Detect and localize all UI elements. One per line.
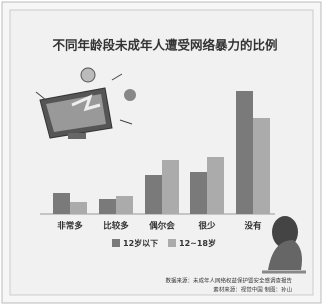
x-tick-label: 比较多 — [103, 221, 129, 232]
chart-title: 不同年龄段未成年人遭受网络暴力的比例 — [52, 38, 277, 53]
source-note: 数据来源：未成年人网络权益保护暨安全感调查报告 — [165, 277, 292, 285]
x-tick-label: 没有 — [244, 221, 262, 232]
bar — [116, 196, 133, 214]
legend-label: 12岁以下 — [123, 238, 158, 248]
bar — [53, 193, 70, 214]
bar — [70, 202, 87, 214]
x-tick-label: 非常多 — [57, 221, 83, 232]
bar — [236, 91, 253, 214]
bar — [253, 118, 270, 214]
bar — [162, 160, 179, 214]
bar — [145, 175, 162, 214]
x-tick-label: 偶尔会 — [149, 221, 175, 232]
bar — [207, 157, 224, 214]
legend-swatch — [112, 239, 120, 247]
credit-note: 素材来源：视觉中国 制图：孙山 — [213, 286, 292, 294]
legend-swatch — [168, 239, 176, 247]
legend-label: 12~18岁 — [179, 238, 216, 248]
x-tick-label: 很少 — [197, 221, 216, 232]
chart: 不同年龄段未成年人遭受网络暴力的比例 非常多 比较多 偶尔会 很少 没有 12岁以下 12~… — [0, 0, 323, 305]
page: 不同年龄段未成年人遭受网络暴力的比例 非常多 比较多 偶尔会 很少 没有 12岁以下 12~… — [0, 0, 323, 305]
bar — [190, 172, 207, 214]
bar — [99, 199, 116, 214]
